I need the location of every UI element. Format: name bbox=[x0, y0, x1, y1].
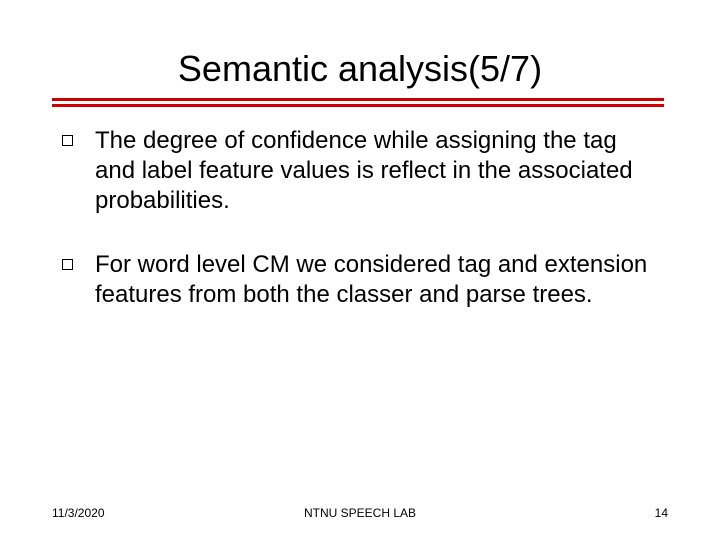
footer: 11/3/2020 NTNU SPEECH LAB 14 bbox=[0, 500, 720, 520]
list-item: For word level CM we considered tag and … bbox=[62, 250, 660, 310]
bullet-text: For word level CM we considered tag and … bbox=[95, 250, 660, 310]
title-block: Semantic analysis(5/7) bbox=[0, 48, 720, 90]
footer-page-number: 14 bbox=[655, 506, 668, 520]
slide-title: Semantic analysis(5/7) bbox=[0, 48, 720, 90]
bullet-text: The degree of confidence while assigning… bbox=[95, 126, 660, 216]
body-content: The degree of confidence while assigning… bbox=[62, 126, 660, 344]
title-underline bbox=[52, 98, 664, 107]
square-bullet-icon bbox=[62, 135, 73, 146]
footer-center-label: NTNU SPEECH LAB bbox=[0, 506, 720, 520]
list-item: The degree of confidence while assigning… bbox=[62, 126, 660, 216]
square-bullet-icon bbox=[62, 259, 73, 270]
slide: Semantic analysis(5/7) The degree of con… bbox=[0, 0, 720, 540]
